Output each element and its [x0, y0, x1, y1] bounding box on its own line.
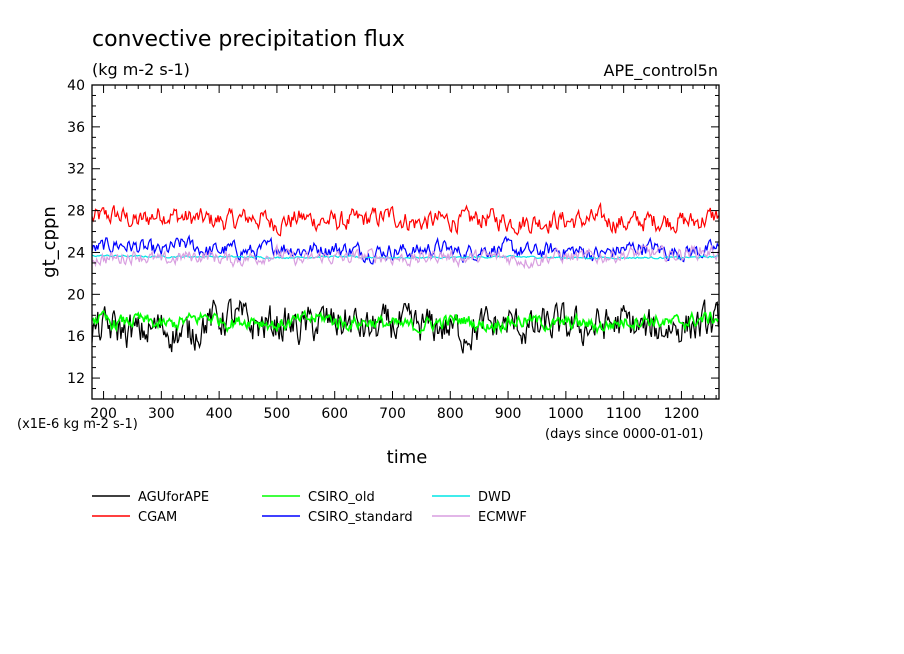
legend-label: AGUforAPE: [138, 490, 209, 505]
x-tick-label: 600: [321, 406, 348, 422]
y-tick-label: 16: [67, 329, 85, 345]
experiment-label: APE_control5n: [604, 61, 718, 81]
x-tick-label: 200: [90, 406, 117, 422]
legend-label: CGAM: [138, 510, 177, 525]
y-tick-label: 28: [67, 204, 85, 220]
y-tick-label: 40: [67, 78, 85, 94]
legend-label: CSIRO_standard: [308, 510, 413, 525]
series-line-csiro-old: [91, 309, 720, 335]
series-layer: [91, 201, 720, 354]
x-axis-title: time: [387, 447, 428, 468]
y-axis: 12 16 20 24 28 32 36 40: [67, 78, 719, 400]
y-tick-label: 32: [67, 162, 85, 178]
x-tick-label: 800: [437, 406, 464, 422]
x-unit-label: (days since 0000-01-01): [545, 427, 703, 442]
x-tick-label: 900: [495, 406, 522, 422]
legend-label: CSIRO_old: [308, 490, 375, 505]
x-tick-label: 300: [148, 406, 175, 422]
plot-frame: [91, 84, 720, 400]
series-line-ecmwf: [91, 243, 719, 270]
series-line-cgam: [91, 201, 719, 237]
chart-title: convective precipitation flux: [92, 27, 405, 52]
x-tick-label: 700: [379, 406, 406, 422]
y-tick-label: 12: [67, 371, 85, 387]
legend: AGUforAPE CGAM CSIRO_old CSIRO_standard DWD E…: [92, 490, 527, 525]
series-line-csiro-standard: [91, 234, 719, 265]
x-tick-label: 500: [264, 406, 291, 422]
y-unit-label: (x1E-6 kg m-2 s-1): [17, 417, 138, 432]
x-tick-label: 1000: [548, 406, 584, 422]
y-tick-label: 20: [67, 287, 85, 303]
x-tick-label: 1100: [606, 406, 642, 422]
y-tick-label: 24: [67, 245, 85, 261]
legend-label: DWD: [478, 490, 511, 505]
x-axis: 200 300 400 500 600 700 800 900 1000 1100 1200: [90, 85, 717, 422]
chart-subtitle: (kg m-2 s-1): [92, 60, 190, 79]
series-line-aguforape: [91, 298, 719, 354]
x-tick-label: 1200: [664, 406, 700, 422]
y-tick-label: 36: [67, 120, 85, 136]
y-axis-title: gt_cppn: [39, 206, 60, 278]
x-tick-label: 400: [206, 406, 233, 422]
legend-label: ECMWF: [478, 510, 527, 525]
